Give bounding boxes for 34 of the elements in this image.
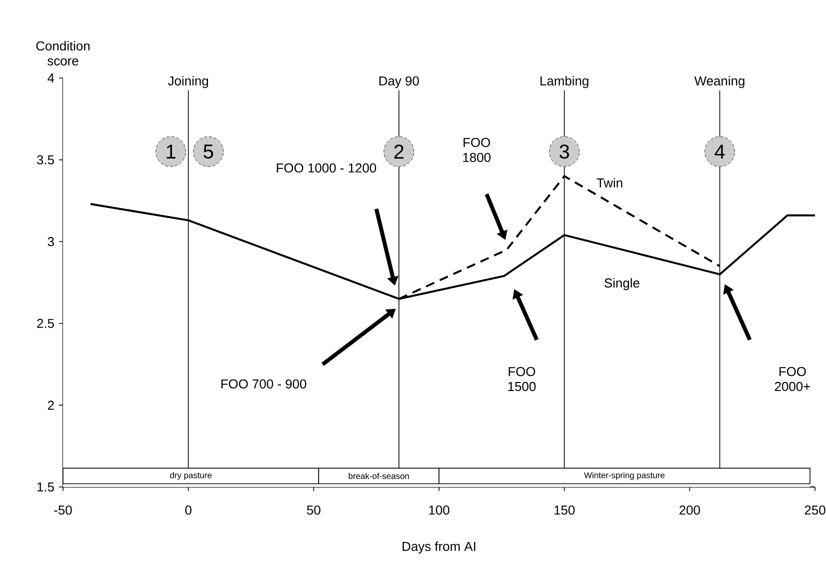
x-tick-label: 150: [554, 505, 575, 515]
annotation: FOO 1800: [463, 138, 491, 162]
x-tick-label: -50: [54, 505, 72, 515]
annotation: FOO 700 - 900: [221, 379, 306, 389]
annotation: 5: [204, 144, 214, 159]
x-axis-title: Days from AI: [402, 542, 476, 554]
band-label: break-of-season: [348, 472, 409, 480]
x-tick-label: 200: [680, 505, 700, 515]
annotation: FOO 2000+: [774, 366, 810, 392]
x-tick-label: 100: [429, 505, 450, 515]
band-label: dry pasture: [170, 472, 212, 480]
x-tick-label: 0: [185, 505, 192, 515]
series-label: Single: [604, 278, 640, 290]
ref-line-label: Lambing: [540, 76, 588, 88]
y-tick-label: 1.5: [37, 482, 54, 492]
ref-line-label: Weaning: [694, 76, 744, 88]
annotation: FOO 1500: [508, 366, 536, 392]
annotation: 3: [560, 144, 569, 159]
y-tick-label: 2: [48, 400, 54, 410]
y-axis-title: Condition score: [36, 41, 90, 66]
y-tick-label: 3.5: [36, 155, 54, 164]
series-label: Twin: [596, 178, 622, 188]
annotation: 2: [394, 144, 404, 159]
y-tick-label: 3: [48, 237, 54, 246]
ref-line-label: Day 90: [379, 76, 419, 88]
x-tick-label: 50: [306, 505, 320, 515]
annotation: 1: [166, 144, 176, 158]
y-tick-label: 2.5: [37, 318, 54, 328]
annotation: 4: [714, 144, 725, 158]
annotation: FOO 1000 - 1200: [276, 163, 376, 173]
y-tick-label: 4: [48, 74, 54, 82]
band-label: Winter-spring pasture: [584, 472, 665, 480]
ref-line-label: Joining: [168, 76, 208, 88]
x-tick-label: 250: [804, 505, 826, 515]
